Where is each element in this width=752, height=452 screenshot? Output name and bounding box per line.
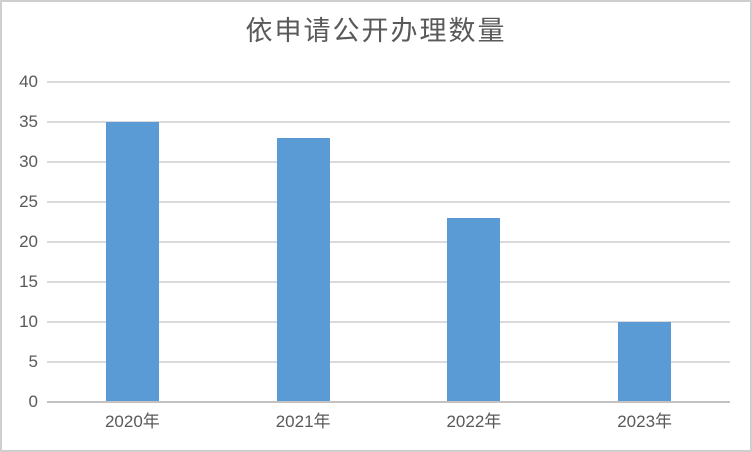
y-axis-tick-label: 5	[28, 352, 38, 371]
bar	[276, 138, 330, 402]
x-axis-tick-label: 2022年	[446, 412, 502, 431]
chart-title: 依申请公开办理数量	[245, 16, 507, 46]
gridline	[47, 281, 730, 283]
gridline	[47, 121, 730, 123]
gridline	[47, 321, 730, 323]
y-axis-tick-label: 20	[19, 232, 38, 251]
x-axis-line	[47, 401, 730, 403]
gridline	[47, 361, 730, 363]
gridline	[47, 161, 730, 163]
gridline	[47, 241, 730, 243]
bar	[447, 218, 501, 402]
y-axis-tick-label: 35	[19, 112, 38, 131]
gridline	[47, 81, 730, 83]
y-axis-tick-label: 40	[19, 72, 38, 91]
y-axis-tick-label: 15	[19, 272, 38, 291]
y-axis-tick-label: 25	[19, 192, 38, 211]
x-axis-tick-label: 2020年	[104, 412, 160, 431]
y-axis-tick-label: 30	[19, 152, 38, 171]
bar	[618, 322, 672, 402]
y-axis-tick-label: 10	[19, 312, 38, 331]
gridline	[47, 201, 730, 203]
x-axis-tick-label: 2023年	[617, 412, 673, 431]
bar	[105, 122, 159, 402]
x-axis-tick-label: 2021年	[275, 412, 331, 431]
y-axis-tick-label: 0	[28, 392, 38, 411]
